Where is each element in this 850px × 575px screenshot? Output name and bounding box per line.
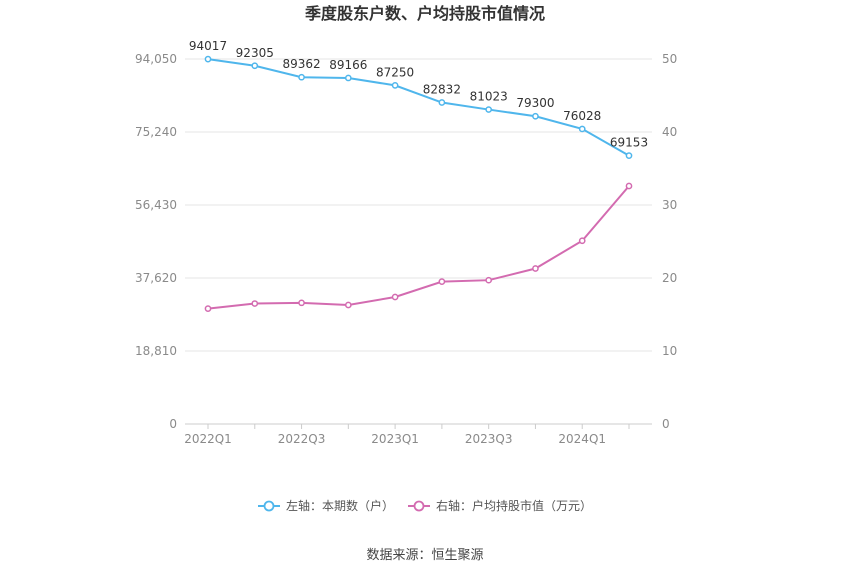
x-tick-label: 2022Q1 xyxy=(184,432,232,446)
left-tick-label: 18,810 xyxy=(135,344,177,358)
right-tick-label: 50 xyxy=(662,52,677,66)
data-point xyxy=(204,55,212,63)
legend-label: 右轴：户均持股市值（万元） xyxy=(436,498,592,513)
data-point xyxy=(532,112,539,120)
data-label: 82832 xyxy=(423,83,461,97)
data-point xyxy=(485,276,493,284)
left-tick-label: 75,240 xyxy=(135,125,177,139)
series-lines xyxy=(204,55,633,313)
data-point xyxy=(625,152,633,159)
legend-swatch-marker xyxy=(413,500,425,512)
data-point xyxy=(578,125,586,133)
x-tick-label: 2024Q1 xyxy=(558,432,606,446)
data-point xyxy=(391,82,399,89)
left-tick-label: 37,620 xyxy=(135,271,177,285)
data-point xyxy=(625,182,633,190)
data-point xyxy=(251,300,259,307)
data-label: 89362 xyxy=(282,57,320,71)
data-point xyxy=(298,73,305,81)
data-label: 69153 xyxy=(610,136,648,150)
right-tick-label: 20 xyxy=(662,271,677,285)
data-point xyxy=(532,265,539,272)
data-point xyxy=(485,106,493,113)
source-note: 数据来源：恒生聚源 xyxy=(366,548,483,563)
legend-item-2[interactable]: 右轴：户均持股市值（万元） xyxy=(408,498,592,513)
x-tick-label: 2023Q3 xyxy=(465,432,513,446)
data-labels: 94017 92305 89362 89166 87250 82832 81023 79300… xyxy=(189,39,648,149)
data-point xyxy=(204,305,212,313)
series-line-1 xyxy=(207,58,630,157)
legend-item-1[interactable]: 左轴：本期数（户） xyxy=(258,498,394,513)
chart-title: 季度股东户数、户均持股市值情况 xyxy=(304,4,545,23)
data-point xyxy=(391,293,399,301)
right-tick-label: 10 xyxy=(662,344,677,358)
data-label: 79300 xyxy=(516,96,554,110)
data-point xyxy=(344,74,352,82)
right-tick-label: 0 xyxy=(662,417,670,431)
data-point xyxy=(578,237,586,245)
right-tick-label: 30 xyxy=(662,198,677,212)
data-label: 94017 xyxy=(189,39,227,53)
data-point xyxy=(298,299,305,307)
right-tick-label: 40 xyxy=(662,125,677,139)
data-label: 81023 xyxy=(470,90,508,104)
data-label: 92305 xyxy=(236,46,274,60)
data-point xyxy=(344,301,352,309)
legend-label: 左轴：本期数（户） xyxy=(286,498,394,513)
series-line-2 xyxy=(207,185,630,310)
legend[interactable]: 左轴：本期数（户） 右轴：户均持股市值（万元） xyxy=(258,498,592,513)
grid-lines xyxy=(185,58,652,352)
data-point xyxy=(438,278,446,285)
x-tick-label: 2023Q1 xyxy=(371,432,419,446)
legend-swatch-marker xyxy=(263,500,275,512)
data-label: 89166 xyxy=(329,58,367,72)
left-tick-label: 0 xyxy=(169,417,177,431)
data-label: 76028 xyxy=(563,109,601,123)
data-point xyxy=(251,62,259,70)
left-tick-label: 94,050 xyxy=(135,52,177,66)
axes: 0 0 18,810 10 37,620 20 56,430 30 75,240 40 94,050… xyxy=(135,52,677,446)
data-label: 87250 xyxy=(376,65,414,79)
data-point xyxy=(438,99,446,106)
x-tick-label: 2022Q3 xyxy=(278,432,326,446)
left-tick-label: 56,430 xyxy=(135,198,177,212)
